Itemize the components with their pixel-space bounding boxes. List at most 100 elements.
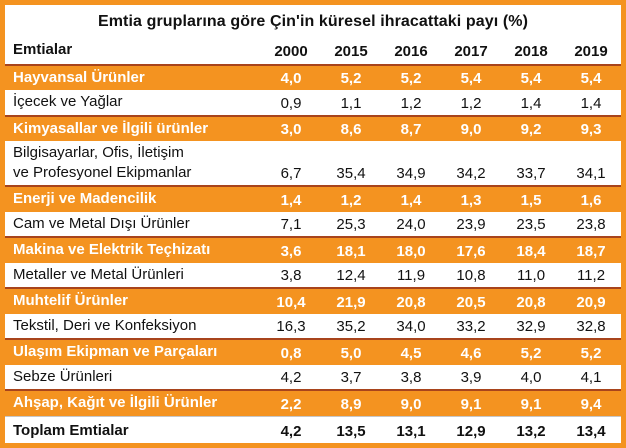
row-value: 3,7 [340, 369, 362, 386]
row-value: 20,8 [396, 293, 426, 311]
row-value: 8,6 [340, 121, 362, 138]
row-value: 1,2 [340, 191, 362, 209]
row-value: 34,9 [396, 165, 426, 182]
row-value: 5,4 [460, 70, 482, 87]
table-row: İçecek ve Yağlar 0,9 1,1 1,2 1,2 1,4 1,4 [5, 90, 621, 115]
row-value: 1,6 [580, 191, 602, 209]
row-value: 8,9 [340, 395, 362, 413]
table-row: Muhtelif Ürünler 10,4 21,9 20,8 20,5 20,… [5, 287, 621, 314]
table-row: Tekstil, Deri ve Konfeksiyon 16,3 35,2 3… [5, 314, 621, 339]
row-value: 32,8 [576, 318, 606, 335]
row-value: 32,9 [516, 318, 546, 335]
row-value: 33,7 [516, 165, 546, 182]
row-value: 1,1 [340, 94, 362, 112]
row-label: İçecek ve Yağlar [13, 93, 123, 110]
row-label: Kimyasallar ve İlgili ürünler [13, 119, 209, 137]
table-row: Toplam Emtialar 4,2 13,5 13,1 12,9 13,2 … [5, 415, 621, 444]
row-value: 12,9 [456, 423, 486, 440]
row-value: 20,5 [456, 293, 486, 311]
row-value: 3,8 [400, 369, 422, 386]
row-value: 2,2 [280, 395, 302, 413]
header-year-2015: 2015 [334, 42, 368, 60]
header-commodities: Emtialar [13, 41, 73, 58]
row-label: Muhtelif Ürünler [13, 292, 128, 309]
row-label: Cam ve Metal Dışı Ürünler [13, 214, 190, 232]
row-value: 3,6 [280, 242, 302, 260]
table-row: Sebze Ürünleri 4,2 3,7 3,8 3,9 4,0 4,1 [5, 365, 621, 390]
row-value: 18,7 [576, 242, 606, 260]
row-value: 34,2 [456, 165, 486, 182]
row-value: 9,3 [580, 121, 602, 138]
row-value: 1,2 [460, 94, 482, 112]
row-value: 23,5 [516, 216, 546, 233]
row-value: 9,4 [580, 395, 602, 413]
table-row: Ulaşım Ekipman ve Parçaları 0,8 5,0 4,5 … [5, 338, 621, 365]
row-label: Metaller ve Metal Ürünleri [13, 265, 184, 283]
row-value: 10,4 [276, 293, 306, 311]
row-value: 5,2 [520, 344, 542, 362]
row-value: 9,2 [520, 121, 542, 138]
table-row: Cam ve Metal Dışı Ürünler 7,1 25,3 24,0 … [5, 212, 621, 237]
row-value: 13,1 [396, 423, 426, 440]
row-value: 23,8 [576, 216, 606, 233]
row-value: 1,4 [580, 94, 602, 112]
table-header-row: Emtialar 2000 2015 2016 2017 2018 2019 [5, 38, 621, 64]
row-value: 24,0 [396, 216, 426, 233]
row-value: 20,9 [576, 293, 606, 311]
row-value: 4,2 [280, 369, 302, 386]
row-label: Sebze Ürünleri [13, 367, 113, 385]
row-value: 18,1 [336, 242, 366, 260]
source-note: Kaynak: IHS Markit [5, 443, 621, 448]
row-label: Enerji ve Madencilik [13, 190, 157, 207]
row-label: Tekstil, Deri ve Konfeksiyon [13, 316, 197, 334]
header-year-2019: 2019 [574, 42, 608, 60]
row-value: 5,2 [580, 344, 602, 362]
row-value: 11,0 [516, 267, 546, 284]
commodity-table: Emtialar 2000 2015 2016 2017 2018 2019 H… [5, 38, 621, 443]
row-value: 34,0 [396, 318, 426, 335]
row-value: 9,0 [460, 121, 482, 138]
row-value: 0,9 [280, 94, 302, 112]
table-row: Enerji ve Madencilik 1,4 1,2 1,4 1,3 1,5… [5, 185, 621, 212]
row-value: 6,7 [280, 165, 302, 182]
row-label: Toplam Emtialar [13, 421, 129, 439]
row-label: Bilgisayarlar, Ofis, İletişim ve Profesy… [13, 144, 192, 181]
header-year-2016: 2016 [394, 42, 428, 60]
row-value: 3,8 [280, 267, 302, 284]
row-value: 0,8 [280, 344, 302, 362]
header-year-2018: 2018 [514, 42, 548, 60]
row-value: 4,2 [280, 423, 302, 440]
row-value: 1,5 [520, 191, 542, 209]
row-value: 13,2 [516, 423, 546, 440]
row-value: 9,0 [400, 395, 422, 413]
row-value: 33,2 [456, 318, 486, 335]
row-value: 35,2 [336, 318, 366, 335]
row-value: 12,4 [336, 267, 366, 284]
row-value: 10,8 [456, 267, 486, 284]
table-row: Makina ve Elektrik Teçhizatı 3,6 18,1 18… [5, 236, 621, 263]
row-value: 17,6 [456, 242, 486, 260]
row-value: 1,3 [460, 191, 482, 209]
row-value: 18,0 [396, 242, 426, 260]
row-value: 5,2 [400, 70, 422, 87]
table-row: Bilgisayarlar, Ofis, İletişim ve Profesy… [5, 141, 621, 185]
row-value: 16,3 [276, 318, 306, 335]
commodity-table-body: Hayvansal Ürünler 4,0 5,2 5,2 5,4 5,4 5,… [5, 63, 621, 444]
row-value: 23,9 [456, 216, 486, 233]
row-value: 4,1 [580, 369, 602, 386]
table-row: Hayvansal Ürünler 4,0 5,2 5,2 5,4 5,4 5,… [5, 63, 621, 90]
row-value: 13,4 [576, 423, 606, 440]
row-value: 5,2 [340, 70, 362, 87]
row-value: 18,4 [516, 242, 546, 260]
page-title: Emtia gruplarına göre Çin'in küresel ihr… [97, 13, 529, 30]
row-value: 5,0 [340, 344, 362, 362]
row-value: 1,4 [280, 191, 302, 209]
row-value: 4,0 [280, 70, 302, 87]
row-value: 9,1 [520, 395, 542, 413]
row-value: 20,8 [516, 293, 546, 311]
row-value: 35,4 [336, 165, 366, 182]
row-value: 1,2 [400, 94, 422, 112]
table-row: Kimyasallar ve İlgili ürünler 3,0 8,6 8,… [5, 114, 621, 141]
row-value: 7,1 [280, 216, 302, 233]
row-label: Makina ve Elektrik Teçhizatı [13, 241, 211, 258]
